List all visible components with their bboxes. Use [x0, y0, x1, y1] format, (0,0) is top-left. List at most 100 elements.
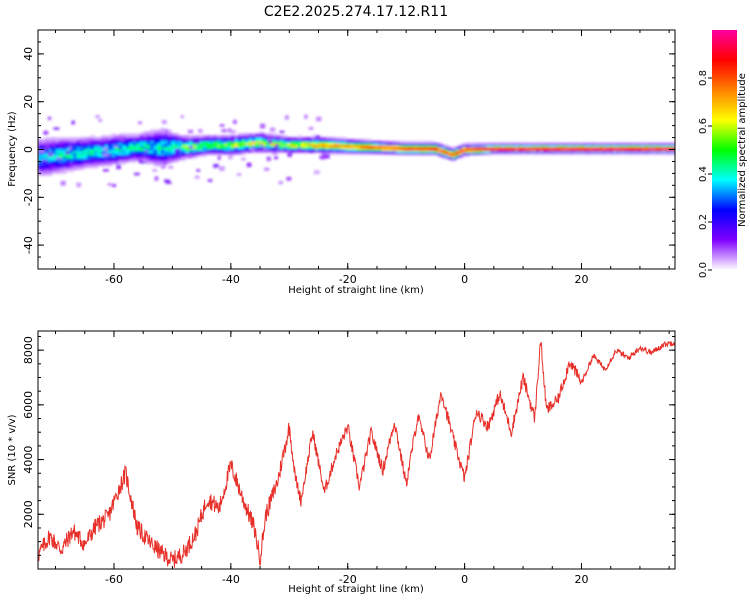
heatmap-cell	[588, 142, 593, 146]
heatmap-cell	[318, 138, 323, 142]
heatmap-cell	[514, 148, 519, 152]
heatmap-cell	[444, 146, 449, 150]
heatmap-cell	[413, 144, 418, 148]
heatmap-cell	[662, 148, 667, 152]
heatmap-cell	[73, 137, 78, 140]
heatmap-cell	[406, 144, 411, 148]
heatmap-cell	[132, 144, 137, 148]
heatmap-cell	[395, 142, 400, 146]
heatmap-cell	[644, 146, 649, 150]
heatmap-cell	[139, 148, 144, 152]
heatmap-cell	[216, 150, 221, 153]
heatmap-cell	[181, 146, 186, 150]
heatmap-speckle	[267, 140, 273, 144]
heatmap-cell	[437, 150, 442, 153]
heatmap-cell	[157, 158, 162, 161]
heatmap-cell	[244, 133, 249, 136]
heatmap-cell	[521, 146, 526, 150]
heatmap-cell	[385, 152, 390, 155]
heatmap-cell	[108, 150, 113, 153]
heatmap-cell	[560, 152, 565, 155]
heatmap-cell	[318, 146, 323, 150]
heatmap-speckle	[144, 150, 148, 154]
heatmap-cell	[45, 142, 50, 146]
heatmap-cell	[255, 146, 260, 150]
heatmap-speckle	[152, 169, 158, 172]
heatmap-cell	[139, 158, 144, 161]
heatmap-cell	[90, 160, 95, 163]
heatmap-cell	[248, 135, 253, 138]
heatmap-cell	[563, 142, 569, 146]
heatmap-cell	[511, 146, 516, 150]
heatmap-cell	[83, 148, 88, 152]
heatmap-cell	[609, 150, 614, 153]
heatmap-cell	[237, 140, 242, 144]
heatmap-cell	[62, 154, 67, 157]
heatmap-cell	[244, 144, 249, 148]
heatmap-cell	[325, 152, 330, 155]
heatmap-cell	[630, 152, 635, 155]
heatmap-cell	[146, 135, 151, 138]
heatmap-cell	[262, 135, 267, 138]
heatmap-cell	[97, 154, 102, 157]
heatmap-cell	[108, 140, 113, 144]
heatmap-cell	[213, 137, 218, 140]
heatmap-cell	[455, 146, 460, 150]
heatmap-cell	[641, 142, 646, 146]
heatmap-speckle	[137, 121, 142, 125]
heatmap-speckle	[316, 116, 322, 122]
heatmap-cell	[136, 138, 141, 142]
heatmap-cell	[651, 144, 656, 148]
heatmap-cell	[48, 167, 53, 171]
heatmap-cell	[276, 142, 281, 146]
heatmap-cell	[195, 135, 200, 138]
heatmap-cell	[146, 158, 151, 161]
heatmap-speckle	[98, 119, 103, 122]
heatmap-cell	[441, 148, 446, 152]
heatmap-speckle	[44, 145, 50, 150]
heatmap-cell	[83, 137, 88, 140]
heatmap-cell	[374, 140, 379, 144]
heatmap-cell	[153, 137, 158, 140]
heatmap-cell	[371, 152, 376, 155]
heatmap-cell	[381, 146, 386, 150]
heatmap-cell	[595, 150, 600, 153]
heatmap-cell	[153, 142, 158, 146]
heatmap-speckle	[213, 163, 219, 168]
heatmap-speckle	[219, 166, 225, 172]
heatmap-cell	[157, 133, 162, 136]
heatmap-cell	[265, 144, 271, 148]
heatmap-cell	[146, 148, 151, 152]
heatmap-cell	[279, 144, 285, 148]
heatmap-cell	[297, 142, 302, 146]
heatmap-cell	[311, 144, 316, 148]
heatmap-cell	[220, 135, 225, 138]
heatmap-cell	[181, 138, 186, 142]
heatmap-cell	[381, 144, 386, 148]
heatmap-cell	[430, 140, 435, 144]
heatmap-cell	[307, 138, 313, 142]
heatmap-cell	[178, 137, 183, 140]
heatmap-cell	[353, 150, 358, 153]
heatmap-cell	[66, 148, 71, 152]
heatmap-cell	[73, 167, 78, 171]
heatmap-cell	[420, 150, 425, 153]
heatmap-cell	[59, 160, 64, 163]
heatmap-cell	[227, 148, 232, 152]
heatmap-cell	[388, 144, 393, 148]
heatmap-cell	[139, 154, 144, 157]
heatmap-cell	[588, 152, 593, 155]
heatmap-cell	[90, 158, 95, 161]
heatmap-cell	[479, 150, 484, 153]
heatmap-cell	[188, 140, 193, 144]
heatmap-cell	[332, 150, 337, 153]
heatmap-cell	[171, 158, 176, 161]
heatmap-speckle	[262, 147, 267, 151]
heatmap-cell	[592, 144, 597, 148]
heatmap-cell	[244, 146, 249, 150]
heatmap-cell	[157, 135, 162, 138]
heatmap-cell	[286, 140, 292, 144]
heatmap-cell	[293, 150, 299, 153]
heatmap-cell	[290, 137, 295, 140]
heatmap-cell	[307, 146, 313, 150]
